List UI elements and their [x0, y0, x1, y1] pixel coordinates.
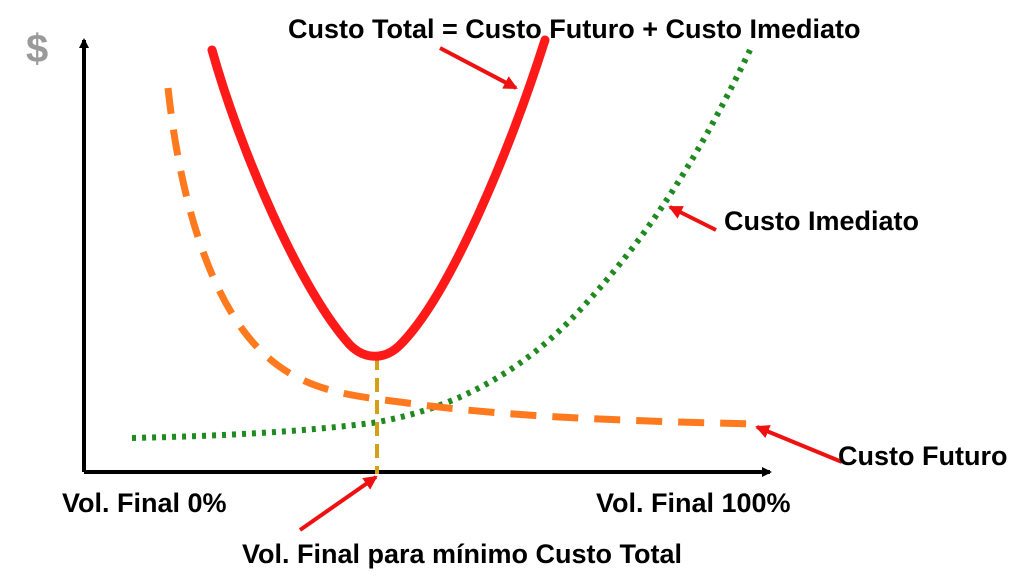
total-cost-curve [207, 35, 550, 361]
future-cost-label: Custo Futuro [838, 441, 1007, 471]
x-end-label: Vol. Final 100% [596, 488, 791, 518]
optimum-label: Vol. Final para mínimo Custo Total [242, 539, 682, 569]
immediate-cost-arrow [668, 205, 717, 232]
immediate-cost-label: Custo Imediato [724, 206, 919, 236]
total-cost-label: Custo Total = Custo Futuro + Custo Imedi… [288, 14, 861, 44]
immediate-cost-curve [131, 48, 753, 441]
dollar-symbol: $ [26, 27, 48, 71]
future-cost-arrow [755, 425, 843, 464]
total-cost-arrow [439, 46, 518, 90]
x-start-label: Vol. Final 0% [62, 488, 227, 518]
optimum-arrow [298, 475, 378, 532]
future-cost-curve [164, 87, 761, 428]
